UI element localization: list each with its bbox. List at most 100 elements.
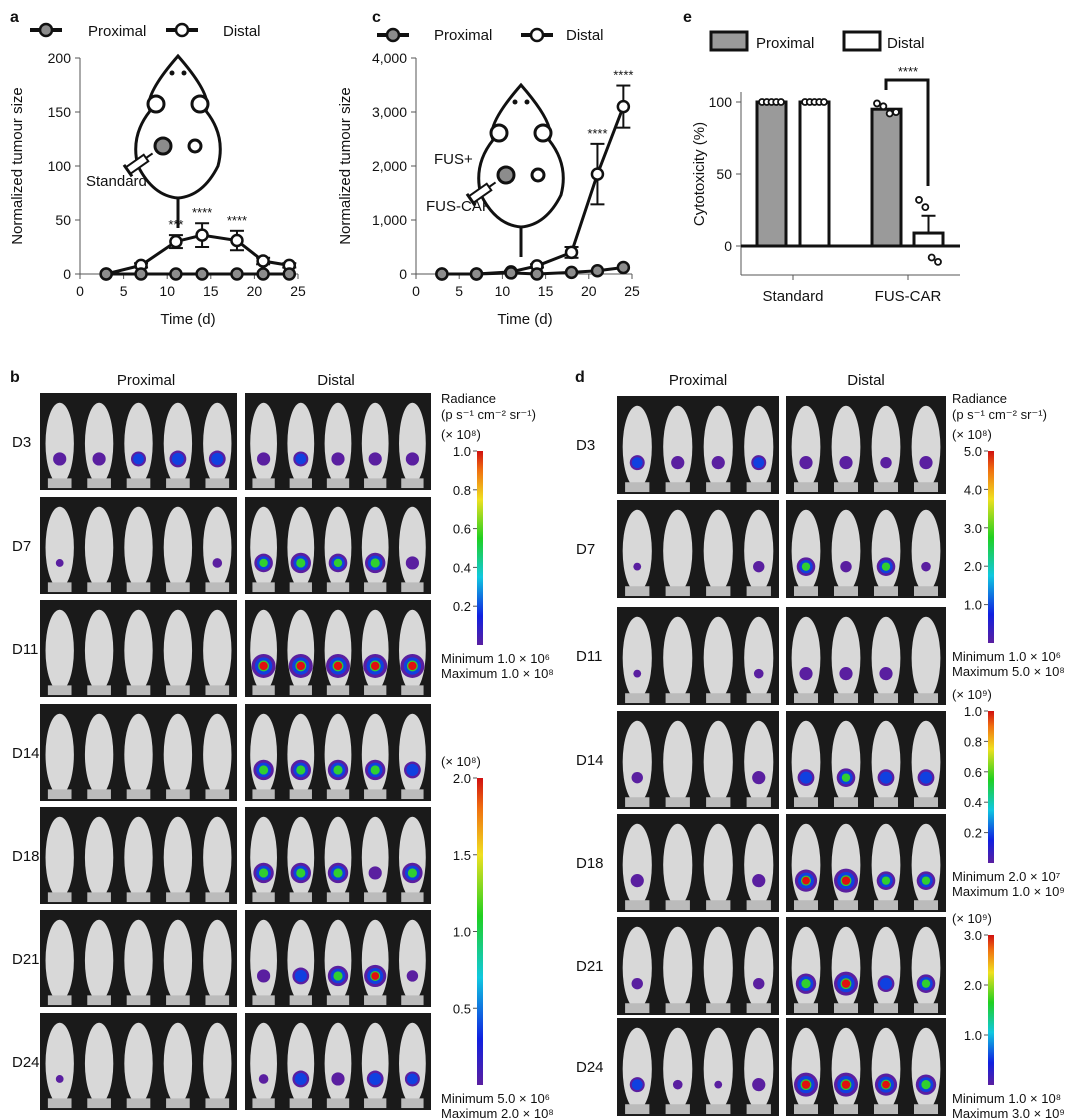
colorbar-scale: (× 10⁹) xyxy=(952,911,992,926)
signal-spot xyxy=(259,765,269,775)
mouse-feet xyxy=(834,1104,858,1115)
signal-spot xyxy=(839,667,853,681)
mouse-feet xyxy=(252,685,275,696)
mouse-feet xyxy=(914,1104,938,1115)
row-label-b: D18 xyxy=(12,848,40,865)
mouse-feet xyxy=(914,797,938,808)
colorbar-min-label: Minimum 1.0 × 10⁸ xyxy=(952,1091,1061,1106)
mouse-feet xyxy=(126,685,151,696)
mouse xyxy=(622,509,652,593)
syringe-needle xyxy=(145,152,154,159)
data-point-proximal xyxy=(195,267,209,281)
category-standard: Standard xyxy=(763,288,824,305)
mouse xyxy=(361,816,389,899)
row-label-b: D3 xyxy=(12,434,31,451)
image-b-proximal-D7 xyxy=(40,497,237,594)
bar-proximal-standard xyxy=(755,100,788,248)
mouse xyxy=(399,506,426,589)
mouse xyxy=(324,609,352,692)
mouse xyxy=(124,506,153,589)
colorbar-tick-label: 1.0 xyxy=(964,1028,982,1043)
mouse-body xyxy=(477,82,565,229)
y-tick-label: 100 xyxy=(709,94,733,110)
mouse-feet xyxy=(794,693,818,704)
colorbar-tick-label: 1.0 xyxy=(964,704,982,719)
distal-tumour-icon xyxy=(530,167,546,183)
mouse-feet xyxy=(794,1104,818,1115)
mouse xyxy=(622,926,652,1010)
mouse xyxy=(361,1022,389,1105)
bar-chart-e: 0 50 100 xyxy=(709,78,960,280)
mouse-feet xyxy=(326,582,350,593)
signal-spot xyxy=(368,866,382,880)
signal-spot xyxy=(841,876,851,885)
signal-spot xyxy=(753,457,765,469)
mouse-feet xyxy=(834,1003,858,1014)
colorbar-scale: (× 10⁸) xyxy=(952,427,992,442)
mouse-feet xyxy=(205,478,230,489)
mouse-feet xyxy=(665,1104,690,1115)
y-tick-label: 0 xyxy=(724,238,732,254)
image-b-proximal-D18 xyxy=(40,807,237,904)
signal-spot xyxy=(881,876,891,885)
row-label-b: D11 xyxy=(12,641,38,658)
mouse xyxy=(744,616,774,700)
mouse-eye xyxy=(169,70,175,76)
mouse xyxy=(163,1022,193,1105)
mouse xyxy=(45,816,74,899)
signal-spot xyxy=(921,561,931,572)
col-header-d-proximal: Proximal xyxy=(669,372,727,389)
mouse-eye xyxy=(181,70,187,76)
colorbar-max-label: Maximum 1.0 × 10⁸ xyxy=(441,666,554,681)
mouse-feet xyxy=(625,1003,650,1014)
signal-spot xyxy=(672,1079,683,1090)
significance-label: *** xyxy=(168,217,183,232)
syringe-icon xyxy=(465,181,497,207)
mouse xyxy=(831,720,861,804)
y-tick-label: 200 xyxy=(48,50,72,66)
signal-spot xyxy=(406,763,419,777)
syringe-needle xyxy=(488,181,497,188)
mouse-feet xyxy=(706,1104,731,1115)
mouse-feet xyxy=(625,586,650,597)
data-point-proximal xyxy=(590,264,605,278)
mouse-feet xyxy=(746,900,771,911)
mouse xyxy=(163,506,193,589)
signal-spot xyxy=(371,661,380,671)
signal-spot xyxy=(368,452,382,466)
image-d-proximal-D3 xyxy=(617,396,779,494)
mouse-feet xyxy=(364,1098,387,1109)
signal-spot xyxy=(631,1079,643,1091)
mouse xyxy=(45,506,74,589)
ylabel-e: Cytotoxicity (%) xyxy=(691,122,708,226)
mouse-feet xyxy=(126,995,151,1006)
mouse xyxy=(324,402,352,485)
colorbar-scale: (× 10⁸) xyxy=(441,754,481,769)
mouse-feet xyxy=(364,685,387,696)
mouse xyxy=(791,405,821,489)
signal-spot xyxy=(369,1072,382,1086)
y-tick-label: 50 xyxy=(716,166,732,182)
mouse-feet xyxy=(401,789,424,800)
y-tick-label: 3,000 xyxy=(372,104,407,120)
image-d-distal-D7 xyxy=(786,500,946,598)
mouse-feet xyxy=(166,1098,190,1109)
mouse-feet xyxy=(326,892,350,903)
mouse xyxy=(871,405,901,489)
mouse-eye xyxy=(512,99,518,105)
colorbar-tick-label: 3.0 xyxy=(964,928,982,943)
mouse-feet xyxy=(874,693,898,704)
mouse-feet xyxy=(874,1003,898,1014)
mouse xyxy=(703,720,733,804)
signal-spot xyxy=(752,1078,766,1092)
image-d-distal-D18 xyxy=(786,814,946,912)
mouse-feet xyxy=(401,892,424,903)
y-tick-label: 0 xyxy=(399,266,407,282)
mouse-feet xyxy=(252,892,275,903)
signal-spot xyxy=(258,1074,269,1084)
mouse xyxy=(324,816,352,899)
mouse-feet xyxy=(252,789,275,800)
mouse xyxy=(703,509,733,593)
signal-spot xyxy=(92,452,106,466)
signal-spot xyxy=(921,1080,931,1090)
